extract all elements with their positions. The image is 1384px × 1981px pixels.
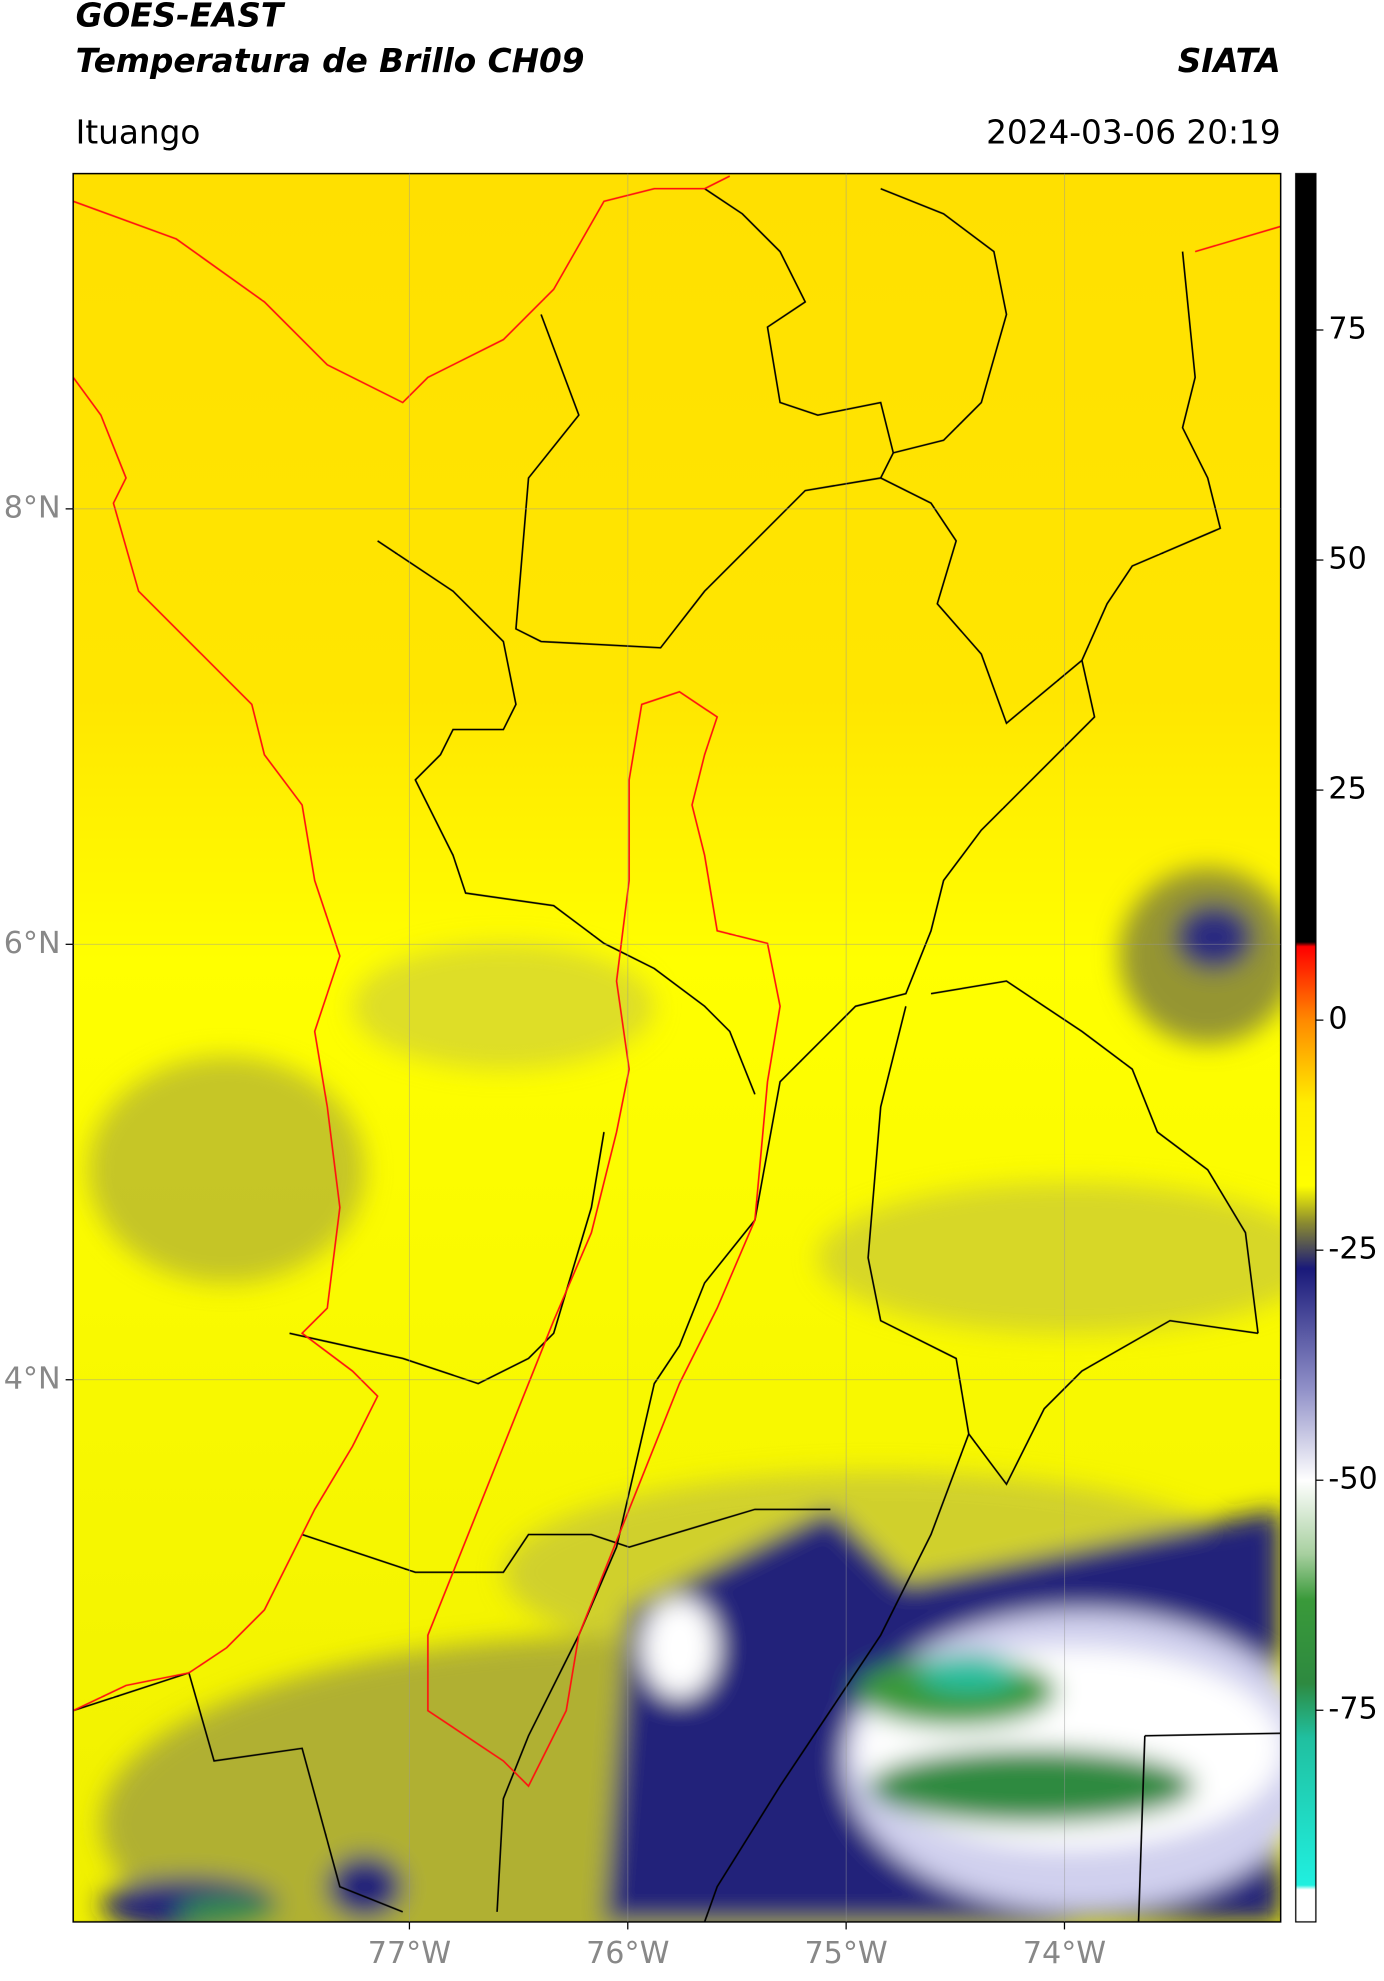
colorbar-tick-label: 25 bbox=[1328, 772, 1366, 807]
colorbar-tick-label: -25 bbox=[1328, 1232, 1377, 1267]
x-tick-label: 77°W bbox=[368, 1936, 451, 1971]
source: SIATA bbox=[1178, 42, 1281, 80]
colorbar-tick-label: 0 bbox=[1328, 1002, 1347, 1037]
datetime: 2024-03-06 20:19 bbox=[986, 114, 1281, 152]
title: GOES-EAST bbox=[76, 0, 286, 35]
y-tick-label: 6°N bbox=[4, 926, 61, 961]
y-tick-label: 4°N bbox=[4, 1361, 61, 1396]
map-frame bbox=[72, 172, 1282, 1923]
location: Ituango bbox=[76, 114, 201, 152]
colorbar bbox=[1295, 172, 1317, 1923]
colorbar-tick-label: -50 bbox=[1328, 1462, 1377, 1497]
x-tick-label: 74°W bbox=[1023, 1936, 1106, 1971]
x-tick-label: 76°W bbox=[586, 1936, 669, 1971]
borders bbox=[73, 187, 1281, 1922]
y-tick-label: 8°N bbox=[4, 490, 61, 525]
coastline bbox=[73, 175, 1281, 1788]
cloud-field bbox=[88, 867, 1281, 1922]
x-tick-label: 75°W bbox=[804, 1936, 887, 1971]
map bbox=[73, 173, 1281, 1922]
colorbar-tick-label: -75 bbox=[1328, 1692, 1377, 1727]
subtitle: Temperatura de Brillo CH09 bbox=[76, 42, 585, 80]
colorbar-tick-label: 50 bbox=[1328, 542, 1366, 577]
colorbar-tick-label: 75 bbox=[1328, 312, 1366, 347]
